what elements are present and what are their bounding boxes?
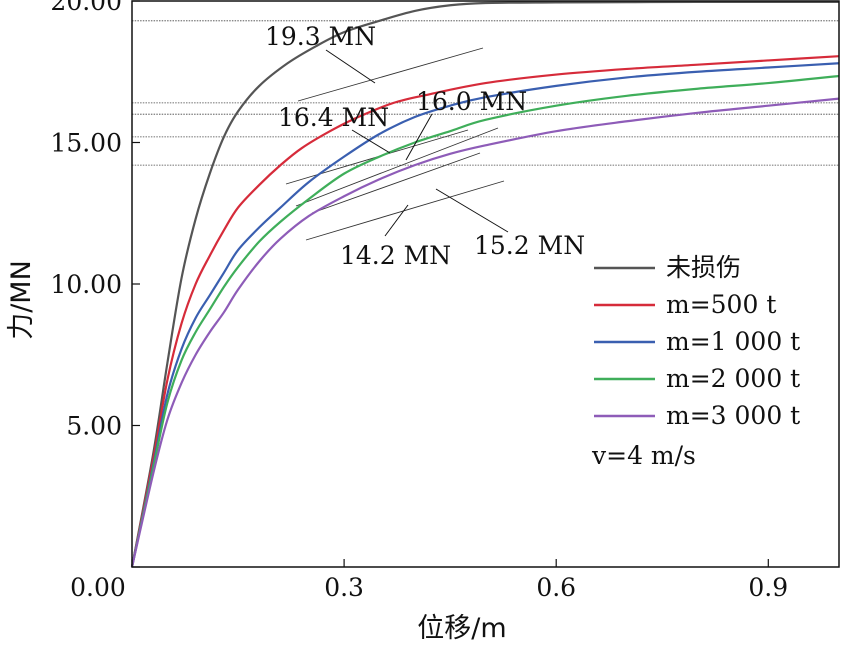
legend: 未损伤 m=500 t m=1 000 t m=2 000 t m=3 000 t [594, 253, 800, 430]
x-tick-label: 0.6 [536, 573, 576, 602]
leader-14-2 [384, 204, 409, 237]
legend-label-2: m=1 000 t [666, 327, 800, 356]
annotation-leaders [325, 49, 509, 237]
series-lines [130, 0, 840, 568]
y-tick-label: 5.00 [66, 412, 122, 441]
annotation-16-4: 16.4 MN [278, 103, 389, 132]
legend-label-1: m=500 t [666, 290, 776, 319]
annotation-14-2: 14.2 MN [340, 241, 451, 270]
tangent-line-19-3 [297, 47, 484, 102]
annotation-16-0: 16.0 MN [416, 87, 527, 116]
x-axis-title: 位移/m [417, 613, 506, 644]
tangent-line-15-2 [311, 152, 481, 214]
x-tick-label: 0.00 [70, 573, 126, 602]
annotation-labels: 19.3 MN 16.4 MN 16.0 MN 15.2 MN 14.2 MN [265, 22, 585, 270]
legend-label-3: m=2 000 t [666, 364, 800, 393]
annotation-15-2: 15.2 MN [474, 231, 585, 260]
y-axis-ticks: 5.00 10.00 15.00 20.00 [50, 0, 140, 568]
leader-15-2 [435, 188, 509, 233]
series-line-1 [130, 55, 840, 568]
tangent-line-16-0 [295, 127, 499, 207]
reference-lines [132, 20, 839, 166]
x-tick-label: 0.3 [324, 573, 364, 602]
y-tick-label: 10.00 [50, 270, 122, 299]
series-line-0 [130, 0, 839, 568]
tangent-line-14-2 [305, 180, 505, 241]
y-axis-title: 力/MN [6, 260, 37, 340]
legend-label-4: m=3 000 t [666, 401, 800, 430]
x-axis-ticks: 0.00 0.3 0.6 0.9 [70, 559, 788, 602]
legend-note: v=4 m/s [591, 441, 696, 470]
leader-16-0 [405, 113, 433, 161]
series-line-3 [130, 74, 840, 568]
legend-label-0: 未损伤 [666, 253, 741, 282]
y-tick-label: 20.00 [50, 0, 122, 16]
leader-19-3 [325, 49, 376, 84]
series-line-2 [130, 62, 840, 568]
y-tick-label: 15.00 [50, 129, 122, 158]
x-tick-label: 0.9 [748, 573, 788, 602]
leader-16-4 [351, 129, 391, 154]
series-line-4 [130, 97, 840, 568]
annotation-19-3: 19.3 MN [265, 22, 376, 51]
